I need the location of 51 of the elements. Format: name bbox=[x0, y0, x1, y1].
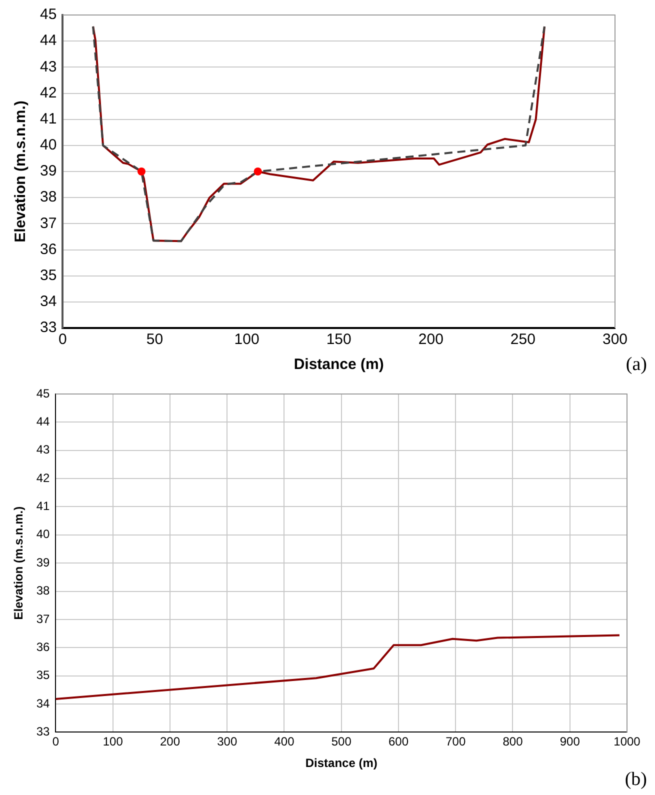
y-tick-label: 39 bbox=[40, 162, 57, 180]
y-tick-label: 42 bbox=[40, 84, 57, 102]
y-tick-label: 38 bbox=[36, 584, 50, 598]
y-tick-label: 40 bbox=[40, 136, 57, 154]
text: (a) bbox=[626, 354, 647, 376]
y-tick-label: 41 bbox=[40, 110, 57, 128]
x-tick-label: 250 bbox=[510, 331, 536, 348]
y-tick-label: 45 bbox=[36, 386, 50, 400]
x-axis-title: Distance (m) bbox=[305, 756, 378, 770]
x-tick-label: 1000 bbox=[614, 734, 641, 749]
y-tick-label: 37 bbox=[40, 214, 57, 232]
x-axis-title: Distance (m) bbox=[294, 356, 384, 374]
y-tick-label: 42 bbox=[36, 470, 50, 485]
y-axis-title: Elevation (m.s.n.m.) bbox=[12, 506, 26, 620]
y-tick-label: 38 bbox=[40, 188, 57, 206]
x-tick-label: 700 bbox=[446, 734, 466, 749]
y-tick-label: 44 bbox=[36, 414, 50, 428]
x-tick-label: 0 bbox=[58, 331, 67, 348]
y-tick-label: 34 bbox=[40, 293, 57, 310]
y-tick-label: 37 bbox=[36, 612, 50, 626]
x-tick-label: 600 bbox=[388, 734, 409, 749]
y-tick-label: 41 bbox=[36, 499, 50, 514]
x-tick-label: 0 bbox=[52, 734, 60, 749]
y-tick-label: 40 bbox=[36, 527, 50, 542]
x-tick-label: 50 bbox=[146, 331, 164, 348]
x-tick-label: 300 bbox=[217, 734, 238, 749]
y-tick-label: 39 bbox=[36, 555, 50, 570]
y-tick-label: 34 bbox=[36, 696, 50, 710]
x-tick-label: 200 bbox=[160, 734, 180, 749]
text: (b) bbox=[624, 769, 647, 791]
y-tick-label: 45 bbox=[40, 6, 57, 24]
y-tick-label: 33 bbox=[40, 319, 57, 336]
x-tick-label: 100 bbox=[102, 734, 124, 749]
y-tick-label: 44 bbox=[40, 32, 57, 50]
y-tick-label: 43 bbox=[36, 442, 50, 457]
x-tick-label: 400 bbox=[274, 734, 295, 749]
y-tick-label: 36 bbox=[40, 240, 57, 258]
y-tick-label: 35 bbox=[40, 266, 57, 284]
x-tick-label: 100 bbox=[234, 331, 260, 348]
x-tick-label: 300 bbox=[602, 331, 628, 348]
x-tick-label: 150 bbox=[326, 331, 352, 348]
y-tick-label: 33 bbox=[36, 724, 50, 739]
y-tick-label: 36 bbox=[36, 640, 50, 654]
x-tick-label: 500 bbox=[331, 734, 352, 749]
y-tick-label: 35 bbox=[36, 668, 50, 682]
y-tick-label: 43 bbox=[40, 58, 57, 76]
y-axis-title: Elevation (m.s.n.m.) bbox=[12, 100, 30, 242]
x-tick-label: 900 bbox=[560, 734, 580, 749]
x-tick-label: 800 bbox=[502, 734, 524, 749]
line-series bbox=[92, 25, 546, 242]
x-tick-label: 200 bbox=[418, 331, 444, 348]
